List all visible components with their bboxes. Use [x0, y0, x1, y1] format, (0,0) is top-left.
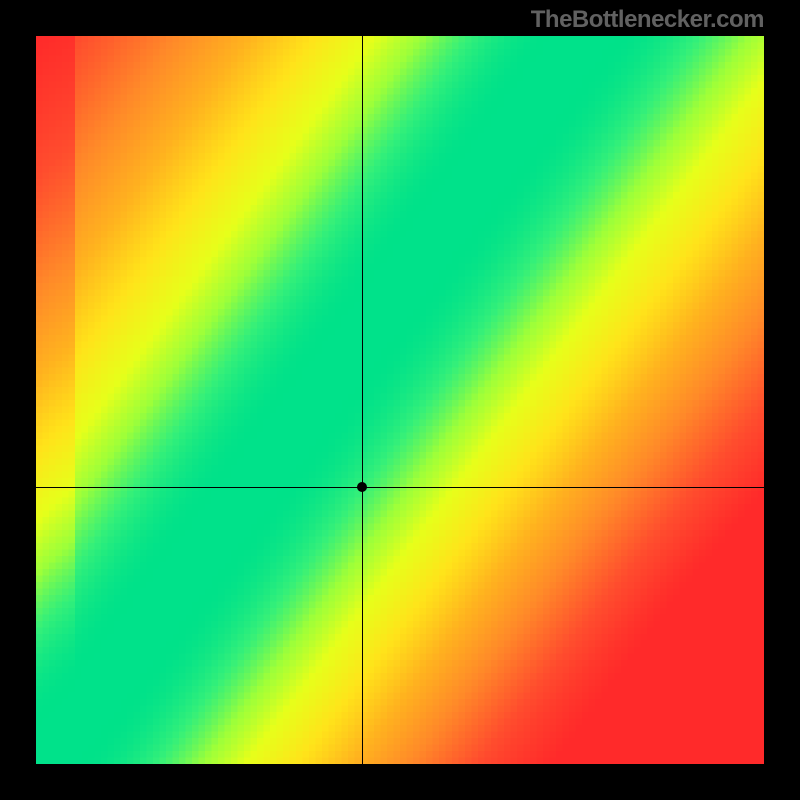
watermark-text: TheBottlenecker.com	[531, 6, 764, 34]
crosshair-horizontal	[36, 487, 764, 488]
bottleneck-heatmap	[36, 36, 764, 764]
crosshair-vertical	[362, 36, 363, 764]
